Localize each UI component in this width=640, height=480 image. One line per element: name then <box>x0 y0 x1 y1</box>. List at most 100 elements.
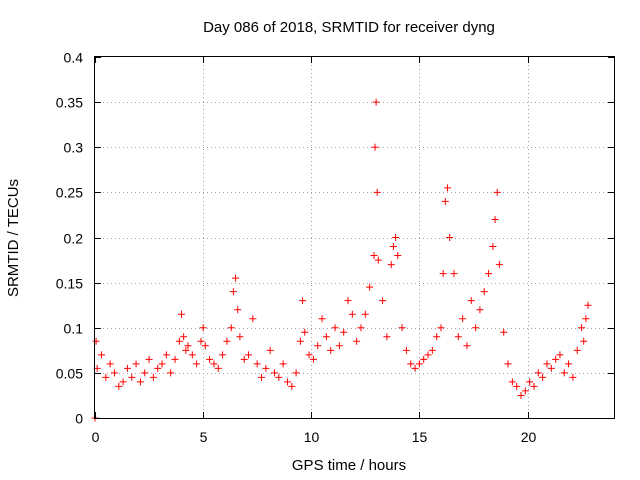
data-point <box>249 315 257 323</box>
data-point <box>374 256 382 264</box>
data-point <box>394 252 402 260</box>
data-point <box>275 373 283 381</box>
y-tick-label: 0.15 <box>56 276 83 292</box>
data-point <box>128 373 136 381</box>
data-point <box>508 378 516 386</box>
y-tick-label: 0.35 <box>56 95 83 111</box>
y-tick-label: 0.25 <box>56 185 83 201</box>
data-point <box>387 261 395 269</box>
data-point <box>353 337 361 345</box>
data-point <box>214 364 222 372</box>
data-point <box>158 360 166 368</box>
data-point <box>476 306 484 314</box>
data-point <box>227 324 235 332</box>
data-point <box>283 378 291 386</box>
data-point <box>411 364 419 372</box>
data-point <box>296 337 304 345</box>
data-point <box>223 337 231 345</box>
data-point <box>180 333 188 341</box>
y-tick-label: 0.4 <box>64 50 84 66</box>
data-point <box>407 360 415 368</box>
data-point <box>97 351 105 359</box>
data-point <box>580 337 588 345</box>
x-tick-label: 20 <box>521 429 537 445</box>
data-point <box>236 333 244 341</box>
data-point <box>373 188 381 196</box>
data-point <box>201 342 209 350</box>
data-point <box>489 243 497 251</box>
data-point <box>493 188 501 196</box>
data-point <box>573 346 581 354</box>
data-point <box>472 324 480 332</box>
data-point <box>197 337 205 345</box>
data-point <box>552 355 560 363</box>
data-point <box>262 364 270 372</box>
data-point <box>206 355 214 363</box>
data-point <box>123 364 131 372</box>
x-tick-label: 15 <box>412 429 428 445</box>
data-point <box>467 297 475 305</box>
y-tick-label: 0.05 <box>56 366 83 382</box>
data-point <box>443 184 451 192</box>
data-point <box>132 360 140 368</box>
data-point <box>145 355 153 363</box>
data-point <box>379 297 387 305</box>
data-point <box>547 364 555 372</box>
data-point <box>162 351 170 359</box>
data-point <box>119 378 127 386</box>
data-point <box>485 270 493 278</box>
data-point <box>565 360 573 368</box>
data-point <box>182 346 190 354</box>
chart-title: Day 086 of 2018, SRMTID for receiver dyn… <box>203 19 495 36</box>
grid-lines <box>95 57 614 418</box>
data-point <box>253 360 261 368</box>
data-point <box>318 315 326 323</box>
data-point <box>266 346 274 354</box>
data-point <box>578 324 586 332</box>
data-point <box>534 369 542 377</box>
data-point <box>279 360 287 368</box>
data-point <box>372 98 380 106</box>
data-point <box>175 337 183 345</box>
data-point <box>314 342 322 350</box>
data-point <box>543 360 551 368</box>
data-point <box>106 360 114 368</box>
data-point <box>437 324 445 332</box>
data-point <box>110 369 118 377</box>
data-point <box>463 342 471 350</box>
data-point <box>92 337 100 345</box>
data-point <box>398 324 406 332</box>
data-point <box>232 274 240 282</box>
data-point <box>582 315 590 323</box>
data-point <box>495 261 503 269</box>
data-point <box>480 288 488 296</box>
data-point <box>584 301 592 309</box>
data-point <box>428 346 436 354</box>
data-point <box>288 382 296 390</box>
axis-ticks: 0 5 10 15 20 0 0.05 0.1 0.15 0.2 0.25 0.3 0.35 0.4 <box>56 50 614 445</box>
data-point <box>420 355 428 363</box>
data-point <box>446 234 454 241</box>
data-point <box>309 355 317 363</box>
data-point <box>344 297 352 305</box>
data-point <box>331 324 339 332</box>
data-point <box>178 310 185 318</box>
data-point <box>167 369 175 377</box>
x-axis-label: GPS time / hours <box>292 457 406 474</box>
data-point <box>171 355 179 363</box>
data-point <box>392 234 400 241</box>
data-point <box>366 283 374 291</box>
data-point <box>504 360 512 368</box>
data-point <box>210 360 218 368</box>
data-point <box>301 328 309 336</box>
plot-frame <box>94 56 615 419</box>
y-axis-label: SRMTID / TECUs <box>5 179 22 297</box>
data-point <box>459 315 467 323</box>
data-point <box>441 197 449 205</box>
data-point <box>188 351 196 359</box>
data-point <box>569 373 577 381</box>
data-point <box>383 333 391 341</box>
data-point <box>361 310 369 318</box>
y-tick-label: 0.1 <box>64 321 84 337</box>
data-point <box>560 369 568 377</box>
